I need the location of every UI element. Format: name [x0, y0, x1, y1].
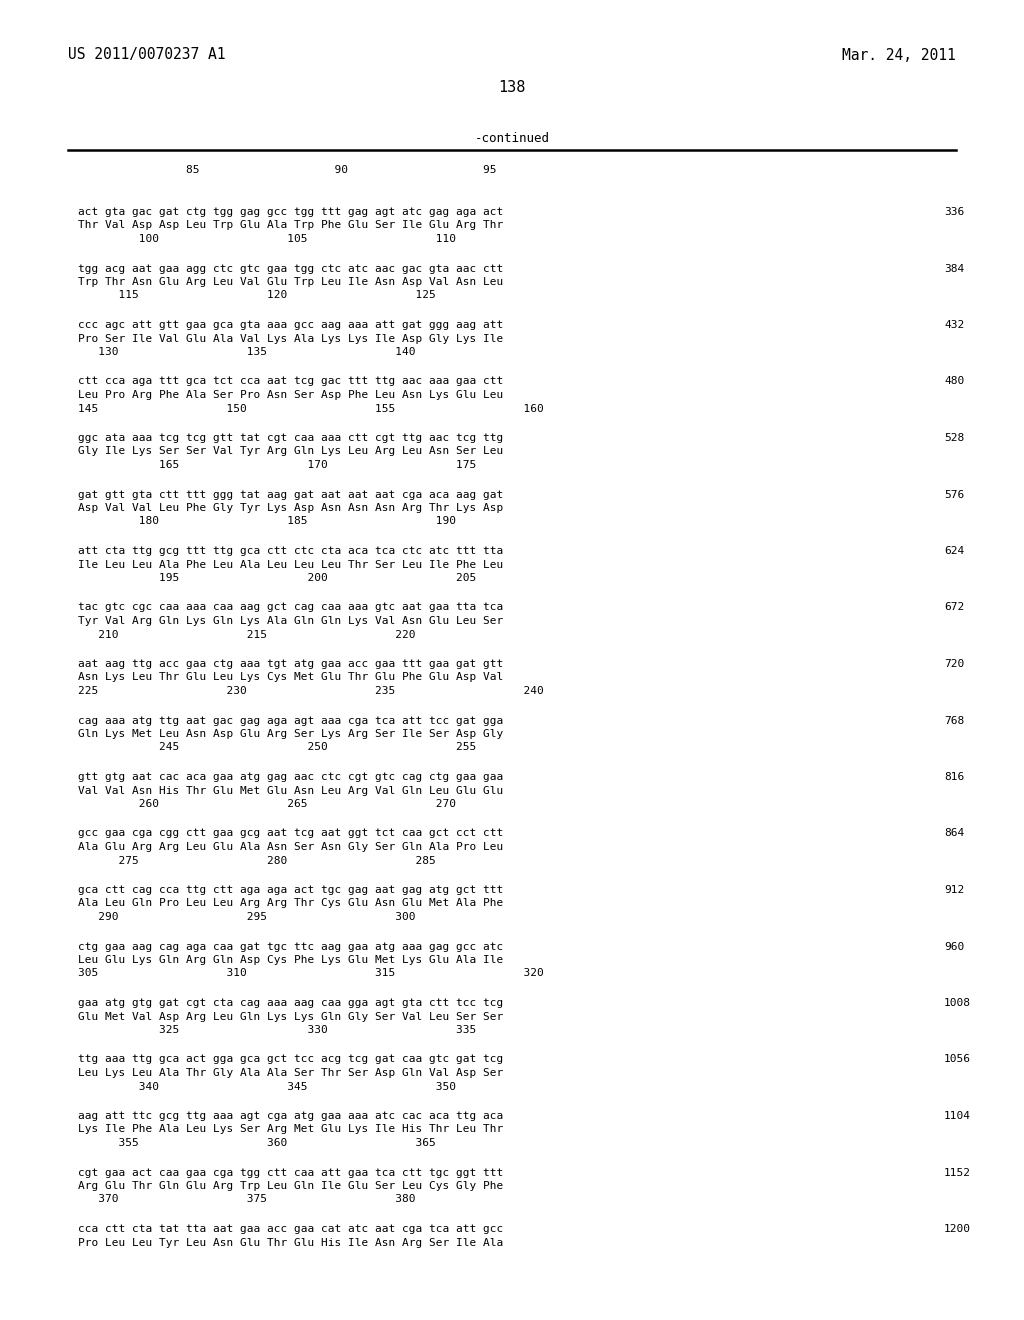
- Text: 245                   250                   255: 245 250 255: [78, 742, 476, 752]
- Text: ggc ata aaa tcg tcg gtt tat cgt caa aaa ctt cgt ttg aac tcg ttg: ggc ata aaa tcg tcg gtt tat cgt caa aaa …: [78, 433, 503, 444]
- Text: 816: 816: [944, 772, 965, 781]
- Text: Pro Leu Leu Tyr Leu Asn Glu Thr Glu His Ile Asn Arg Ser Ile Ala: Pro Leu Leu Tyr Leu Asn Glu Thr Glu His …: [78, 1238, 503, 1247]
- Text: 305                   310                   315                   320: 305 310 315 320: [78, 969, 544, 978]
- Text: 325                   330                   335: 325 330 335: [78, 1026, 476, 1035]
- Text: US 2011/0070237 A1: US 2011/0070237 A1: [68, 48, 225, 62]
- Text: 1152: 1152: [944, 1167, 971, 1177]
- Text: aat aag ttg acc gaa ctg aaa tgt atg gaa acc gaa ttt gaa gat gtt: aat aag ttg acc gaa ctg aaa tgt atg gaa …: [78, 659, 503, 669]
- Text: 1200: 1200: [944, 1224, 971, 1234]
- Text: Trp Thr Asn Glu Arg Leu Val Glu Trp Leu Ile Asn Asp Val Asn Leu: Trp Thr Asn Glu Arg Leu Val Glu Trp Leu …: [78, 277, 503, 286]
- Text: Ala Leu Gln Pro Leu Leu Arg Arg Thr Cys Glu Asn Glu Met Ala Phe: Ala Leu Gln Pro Leu Leu Arg Arg Thr Cys …: [78, 899, 503, 908]
- Text: Asp Val Val Leu Phe Gly Tyr Lys Asp Asn Asn Asn Arg Thr Lys Asp: Asp Val Val Leu Phe Gly Tyr Lys Asp Asn …: [78, 503, 503, 513]
- Text: Val Val Asn His Thr Glu Met Glu Asn Leu Arg Val Gln Leu Glu Glu: Val Val Asn His Thr Glu Met Glu Asn Leu …: [78, 785, 503, 796]
- Text: 912: 912: [944, 884, 965, 895]
- Text: 336: 336: [944, 207, 965, 216]
- Text: 768: 768: [944, 715, 965, 726]
- Text: 432: 432: [944, 319, 965, 330]
- Text: 165                   170                   175: 165 170 175: [78, 459, 476, 470]
- Text: 864: 864: [944, 829, 965, 838]
- Text: gat gtt gta ctt ttt ggg tat aag gat aat aat aat cga aca aag gat: gat gtt gta ctt ttt ggg tat aag gat aat …: [78, 490, 503, 499]
- Text: 576: 576: [944, 490, 965, 499]
- Text: 624: 624: [944, 546, 965, 556]
- Text: tac gtc cgc caa aaa caa aag gct cag caa aaa gtc aat gaa tta tca: tac gtc cgc caa aaa caa aag gct cag caa …: [78, 602, 503, 612]
- Text: 370                   375                   380: 370 375 380: [78, 1195, 416, 1204]
- Text: cca ctt cta tat tta aat gaa acc gaa cat atc aat cga tca att gcc: cca ctt cta tat tta aat gaa acc gaa cat …: [78, 1224, 503, 1234]
- Text: Lys Ile Phe Ala Leu Lys Ser Arg Met Glu Lys Ile His Thr Leu Thr: Lys Ile Phe Ala Leu Lys Ser Arg Met Glu …: [78, 1125, 503, 1134]
- Text: 210                   215                   220: 210 215 220: [78, 630, 416, 639]
- Text: 85                    90                    95: 85 90 95: [78, 165, 497, 176]
- Text: 180                   185                   190: 180 185 190: [78, 516, 456, 527]
- Text: 145                   150                   155                   160: 145 150 155 160: [78, 404, 544, 413]
- Text: 720: 720: [944, 659, 965, 669]
- Text: Leu Pro Arg Phe Ala Ser Pro Asn Ser Asp Phe Leu Asn Lys Glu Leu: Leu Pro Arg Phe Ala Ser Pro Asn Ser Asp …: [78, 389, 503, 400]
- Text: ccc agc att gtt gaa gca gta aaa gcc aag aaa att gat ggg aag att: ccc agc att gtt gaa gca gta aaa gcc aag …: [78, 319, 503, 330]
- Text: Asn Lys Leu Thr Glu Leu Lys Cys Met Glu Thr Glu Phe Glu Asp Val: Asn Lys Leu Thr Glu Leu Lys Cys Met Glu …: [78, 672, 503, 682]
- Text: 260                   265                   270: 260 265 270: [78, 799, 456, 809]
- Text: Leu Glu Lys Gln Arg Gln Asp Cys Phe Lys Glu Met Lys Glu Ala Ile: Leu Glu Lys Gln Arg Gln Asp Cys Phe Lys …: [78, 954, 503, 965]
- Text: Leu Lys Leu Ala Thr Gly Ala Ala Ser Thr Ser Asp Gln Val Asp Ser: Leu Lys Leu Ala Thr Gly Ala Ala Ser Thr …: [78, 1068, 503, 1078]
- Text: act gta gac gat ctg tgg gag gcc tgg ttt gag agt atc gag aga act: act gta gac gat ctg tgg gag gcc tgg ttt …: [78, 207, 503, 216]
- Text: ctt cca aga ttt gca tct cca aat tcg gac ttt ttg aac aaa gaa ctt: ctt cca aga ttt gca tct cca aat tcg gac …: [78, 376, 503, 387]
- Text: Pro Ser Ile Val Glu Ala Val Lys Ala Lys Lys Ile Asp Gly Lys Ile: Pro Ser Ile Val Glu Ala Val Lys Ala Lys …: [78, 334, 503, 343]
- Text: cgt gaa act caa gaa cga tgg ctt caa att gaa tca ctt tgc ggt ttt: cgt gaa act caa gaa cga tgg ctt caa att …: [78, 1167, 503, 1177]
- Text: 672: 672: [944, 602, 965, 612]
- Text: Tyr Val Arg Gln Lys Gln Lys Ala Gln Gln Lys Val Asn Glu Leu Ser: Tyr Val Arg Gln Lys Gln Lys Ala Gln Gln …: [78, 616, 503, 626]
- Text: 290                   295                   300: 290 295 300: [78, 912, 416, 921]
- Text: Ile Leu Leu Ala Phe Leu Ala Leu Leu Leu Thr Ser Leu Ile Phe Leu: Ile Leu Leu Ala Phe Leu Ala Leu Leu Leu …: [78, 560, 503, 569]
- Text: Thr Val Asp Asp Leu Trp Glu Ala Trp Phe Glu Ser Ile Glu Arg Thr: Thr Val Asp Asp Leu Trp Glu Ala Trp Phe …: [78, 220, 503, 231]
- Text: 275                   280                   285: 275 280 285: [78, 855, 436, 866]
- Text: 195                   200                   205: 195 200 205: [78, 573, 476, 583]
- Text: Gln Lys Met Leu Asn Asp Glu Arg Ser Lys Arg Ser Ile Ser Asp Gly: Gln Lys Met Leu Asn Asp Glu Arg Ser Lys …: [78, 729, 503, 739]
- Text: Arg Glu Thr Gln Glu Arg Trp Leu Gln Ile Glu Ser Leu Cys Gly Phe: Arg Glu Thr Gln Glu Arg Trp Leu Gln Ile …: [78, 1181, 503, 1191]
- Text: ttg aaa ttg gca act gga gca gct tcc acg tcg gat caa gtc gat tcg: ttg aaa ttg gca act gga gca gct tcc acg …: [78, 1055, 503, 1064]
- Text: 100                   105                   110: 100 105 110: [78, 234, 456, 244]
- Text: cag aaa atg ttg aat gac gag aga agt aaa cga tca att tcc gat gga: cag aaa atg ttg aat gac gag aga agt aaa …: [78, 715, 503, 726]
- Text: 480: 480: [944, 376, 965, 387]
- Text: Gly Ile Lys Ser Ser Val Tyr Arg Gln Lys Leu Arg Leu Asn Ser Leu: Gly Ile Lys Ser Ser Val Tyr Arg Gln Lys …: [78, 446, 503, 457]
- Text: 1104: 1104: [944, 1111, 971, 1121]
- Text: aag att ttc gcg ttg aaa agt cga atg gaa aaa atc cac aca ttg aca: aag att ttc gcg ttg aaa agt cga atg gaa …: [78, 1111, 503, 1121]
- Text: 528: 528: [944, 433, 965, 444]
- Text: 960: 960: [944, 941, 965, 952]
- Text: gtt gtg aat cac aca gaa atg gag aac ctc cgt gtc cag ctg gaa gaa: gtt gtg aat cac aca gaa atg gag aac ctc …: [78, 772, 503, 781]
- Text: 1008: 1008: [944, 998, 971, 1008]
- Text: gcc gaa cga cgg ctt gaa gcg aat tcg aat ggt tct caa gct cct ctt: gcc gaa cga cgg ctt gaa gcg aat tcg aat …: [78, 829, 503, 838]
- Text: 225                   230                   235                   240: 225 230 235 240: [78, 686, 544, 696]
- Text: 355                   360                   365: 355 360 365: [78, 1138, 436, 1148]
- Text: gca ctt cag cca ttg ctt aga aga act tgc gag aat gag atg gct ttt: gca ctt cag cca ttg ctt aga aga act tgc …: [78, 884, 503, 895]
- Text: Ala Glu Arg Arg Leu Glu Ala Asn Ser Asn Gly Ser Gln Ala Pro Leu: Ala Glu Arg Arg Leu Glu Ala Asn Ser Asn …: [78, 842, 503, 851]
- Text: 1056: 1056: [944, 1055, 971, 1064]
- Text: 384: 384: [944, 264, 965, 273]
- Text: ctg gaa aag cag aga caa gat tgc ttc aag gaa atg aaa gag gcc atc: ctg gaa aag cag aga caa gat tgc ttc aag …: [78, 941, 503, 952]
- Text: 138: 138: [499, 81, 525, 95]
- Text: Glu Met Val Asp Arg Leu Gln Lys Lys Gln Gly Ser Val Leu Ser Ser: Glu Met Val Asp Arg Leu Gln Lys Lys Gln …: [78, 1011, 503, 1022]
- Text: 115                   120                   125: 115 120 125: [78, 290, 436, 301]
- Text: tgg acg aat gaa agg ctc gtc gaa tgg ctc atc aac gac gta aac ctt: tgg acg aat gaa agg ctc gtc gaa tgg ctc …: [78, 264, 503, 273]
- Text: att cta ttg gcg ttt ttg gca ctt ctc cta aca tca ctc atc ttt tta: att cta ttg gcg ttt ttg gca ctt ctc cta …: [78, 546, 503, 556]
- Text: Mar. 24, 2011: Mar. 24, 2011: [843, 48, 956, 62]
- Text: 340                   345                   350: 340 345 350: [78, 1081, 456, 1092]
- Text: gaa atg gtg gat cgt cta cag aaa aag caa gga agt gta ctt tcc tcg: gaa atg gtg gat cgt cta cag aaa aag caa …: [78, 998, 503, 1008]
- Text: -continued: -continued: [474, 132, 550, 144]
- Text: 130                   135                   140: 130 135 140: [78, 347, 416, 356]
